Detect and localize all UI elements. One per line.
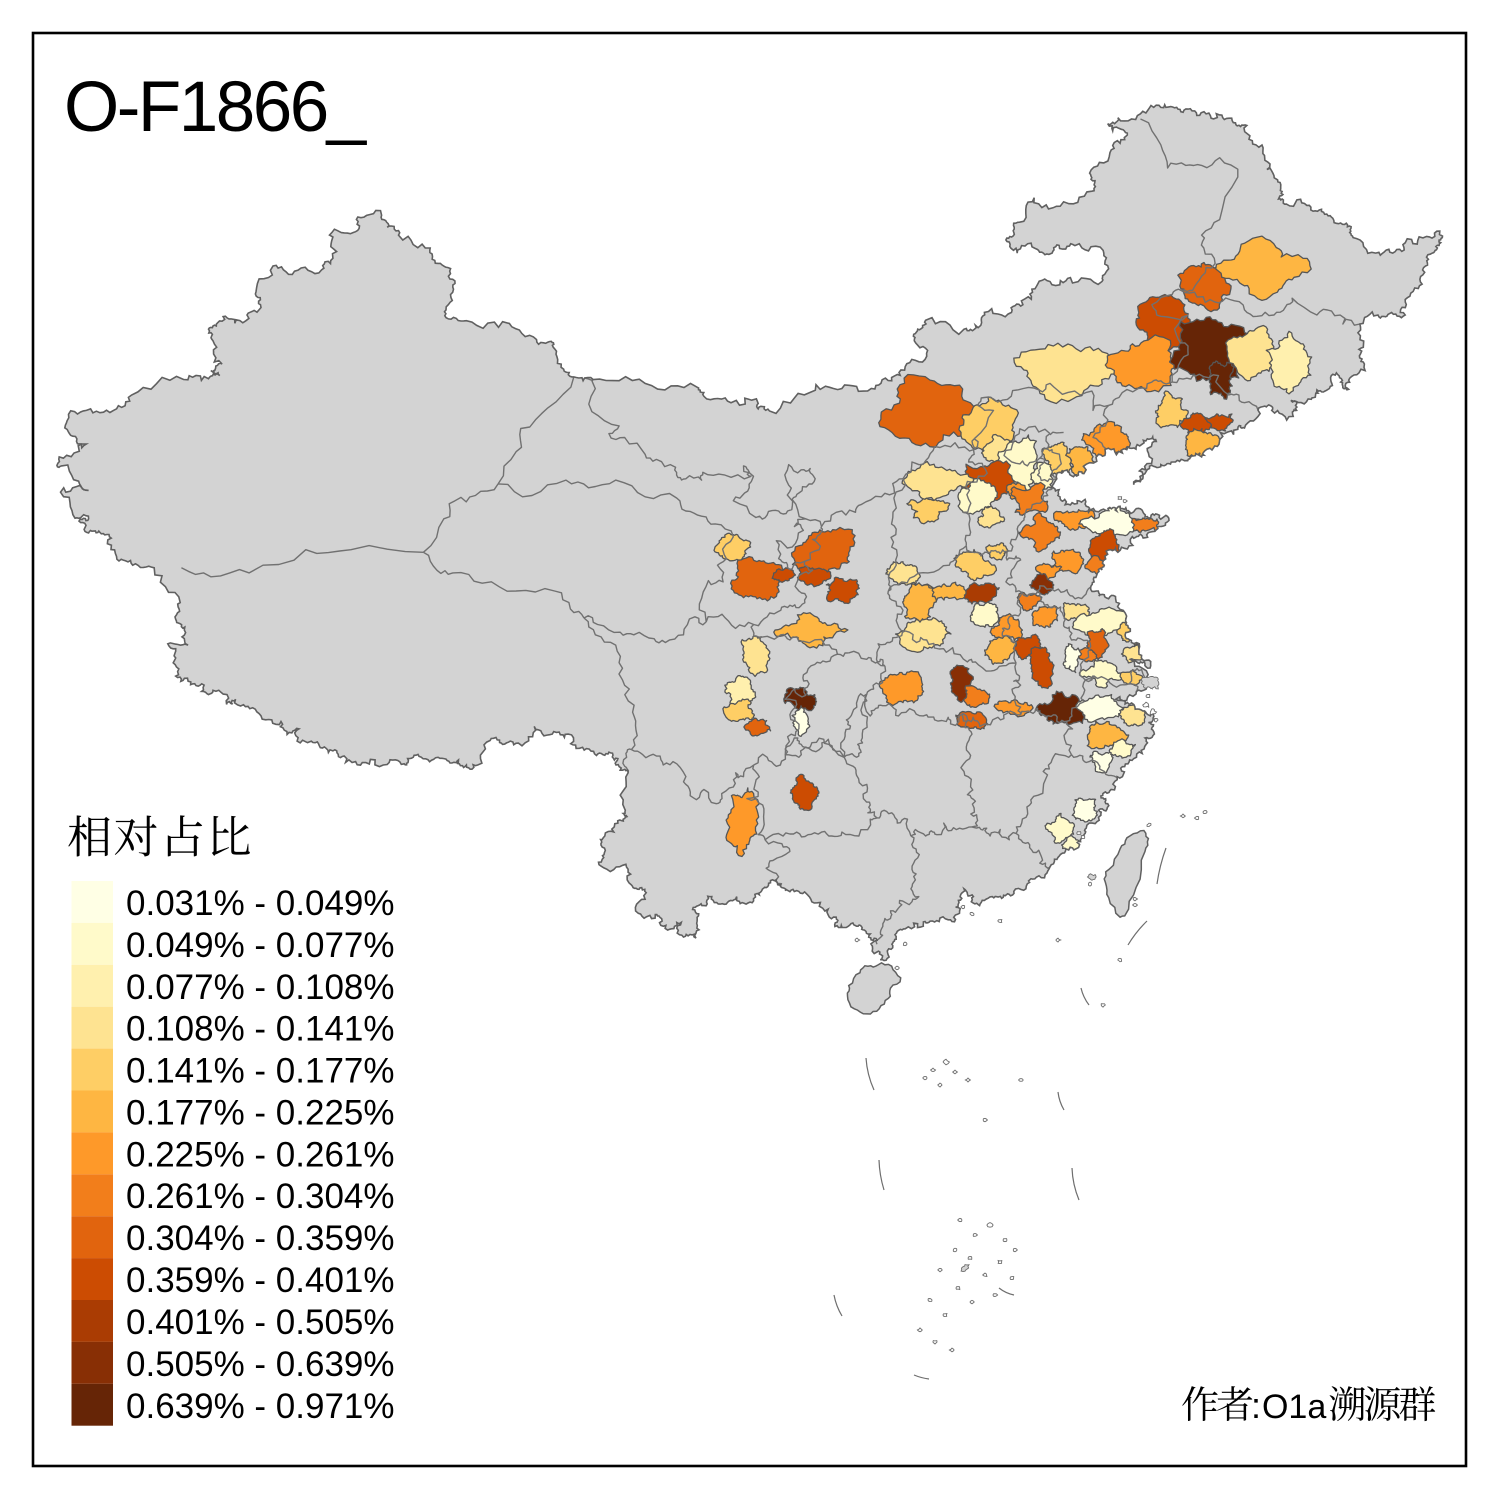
svg-text:0.225% - 0.261%: 0.225% - 0.261% xyxy=(126,1135,395,1174)
svg-text:0.108% - 0.141%: 0.108% - 0.141% xyxy=(126,1010,395,1049)
svg-text:0.505% - 0.639%: 0.505% - 0.639% xyxy=(126,1345,395,1384)
svg-text:0.639% - 0.971%: 0.639% - 0.971% xyxy=(126,1387,395,1426)
svg-text:O-F1866_: O-F1866_ xyxy=(64,68,368,147)
svg-text:0.077% - 0.108%: 0.077% - 0.108% xyxy=(126,968,395,1007)
svg-text:0.261% - 0.304%: 0.261% - 0.304% xyxy=(126,1177,395,1216)
svg-text:0.304% - 0.359%: 0.304% - 0.359% xyxy=(126,1219,395,1258)
svg-text:0.031% - 0.049%: 0.031% - 0.049% xyxy=(126,884,395,923)
svg-text:0.141% - 0.177%: 0.141% - 0.177% xyxy=(126,1052,395,1091)
svg-text:0.177% - 0.225%: 0.177% - 0.225% xyxy=(126,1094,395,1133)
svg-text:0.049% - 0.077%: 0.049% - 0.077% xyxy=(126,926,395,965)
svg-text:0.401% - 0.505%: 0.401% - 0.505% xyxy=(126,1303,395,1342)
svg-text:0.359% - 0.401%: 0.359% - 0.401% xyxy=(126,1261,395,1300)
